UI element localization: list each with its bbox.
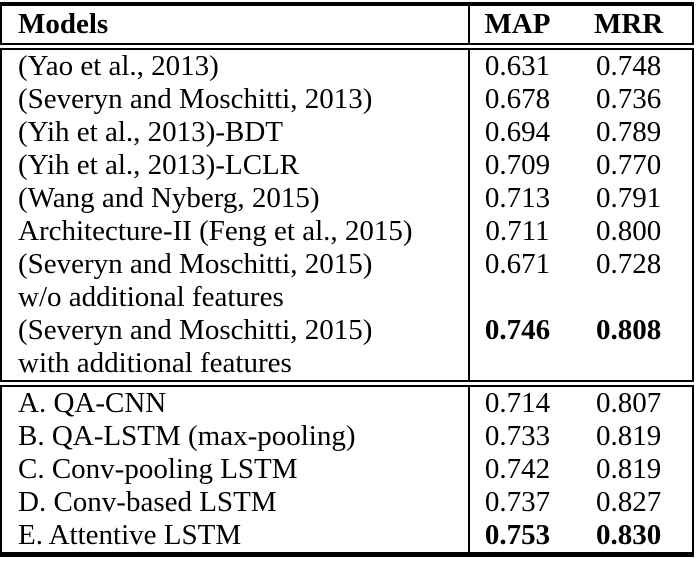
map-value-cell: 0.742 — [467, 453, 566, 486]
table-row: (Severyn and Moschitti, 2015) w/o additio… — [1, 248, 693, 314]
map-value-cell: 0.737 — [467, 486, 566, 519]
column-header-mrr: MRR — [565, 4, 693, 50]
table-row: (Severyn and Moschitti, 2015) with additi… — [1, 314, 693, 387]
model-name-line: (Yih et al., 2013)-BDT — [18, 116, 283, 148]
model-name-cell: E. Attentive LSTM — [1, 519, 469, 555]
proposed-models-section: A. QA-CNN 0.714 0.807 B. QA-LSTM (max-pooli… — [1, 383, 693, 555]
map-value-cell: 0.733 — [467, 420, 566, 453]
model-name-line: A. QA-CNN — [18, 387, 167, 419]
map-value-cell: 0.709 — [467, 149, 566, 182]
mrr-value-cell: 0.819 — [596, 453, 662, 485]
map-value-cell: 0.753 — [467, 519, 566, 555]
map-value-cell: 0.713 — [467, 182, 566, 215]
model-name-line: B. QA-LSTM (max-pooling) — [18, 420, 356, 452]
mrr-value-cell: 0.791 — [596, 182, 662, 214]
map-value-cell: 0.746 — [467, 314, 566, 387]
model-name-line: (Severyn and Moschitti, 2013) — [18, 83, 373, 115]
model-name-cell: (Yih et al., 2013)-BDT — [1, 116, 469, 149]
table-row: (Yao et al., 2013) 0.631 0.748 — [1, 46, 693, 84]
model-name-cell: Architecture-II (Feng et al., 2015) — [1, 215, 469, 248]
mrr-value-cell: 0.827 — [596, 486, 662, 518]
table-header: Models MAP MRR — [1, 4, 693, 50]
map-value-cell: 0.694 — [467, 116, 566, 149]
mrr-value-cell: 0.807 — [596, 387, 662, 419]
model-name-line: (Yao et al., 2013) — [18, 50, 219, 82]
table-row: (Severyn and Moschitti, 2013) 0.678 0.736 — [1, 83, 693, 116]
map-value-cell: 0.631 — [467, 46, 566, 83]
model-name-cell: (Wang and Nyberg, 2015) — [1, 182, 469, 215]
map-value-cell: 0.714 — [467, 383, 566, 420]
mrr-value-cell: 0.789 — [596, 116, 662, 148]
mrr-value-cell: 0.770 — [596, 149, 662, 181]
map-value-cell: 0.678 — [467, 83, 566, 116]
model-name-line: (Yih et al., 2013)-LCLR — [18, 149, 300, 181]
model-name-line: E. Attentive LSTM — [18, 519, 242, 551]
table-row: E. Attentive LSTM 0.753 0.830 — [1, 519, 693, 555]
model-name-cell: (Severyn and Moschitti, 2013) — [1, 83, 469, 116]
table-row: Architecture-II (Feng et al., 2015) 0.711… — [1, 215, 693, 248]
model-name-cell: C. Conv-pooling LSTM — [1, 453, 469, 486]
model-name-line: (Severyn and Moschitti, 2015) — [18, 314, 373, 346]
table-row: C. Conv-pooling LSTM 0.742 0.819 — [1, 453, 693, 486]
table-row: (Wang and Nyberg, 2015) 0.713 0.791 — [1, 182, 693, 215]
mrr-value-cell: 0.728 — [596, 248, 662, 280]
model-name-line: D. Conv-based LSTM — [18, 486, 277, 518]
table-row: (Yih et al., 2013)-LCLR 0.709 0.770 — [1, 149, 693, 182]
mrr-value-cell: 0.830 — [596, 519, 662, 551]
model-name-line: C. Conv-pooling LSTM — [18, 453, 298, 485]
table-row: A. QA-CNN 0.714 0.807 — [1, 383, 693, 421]
model-name-line: w/o additional features — [18, 281, 284, 313]
model-name-cell: (Yao et al., 2013) — [1, 47, 469, 84]
map-value-cell: 0.671 — [467, 248, 566, 314]
model-name-line: Architecture-II (Feng et al., 2015) — [18, 215, 413, 247]
model-name-line: (Wang and Nyberg, 2015) — [18, 182, 320, 214]
model-name-cell: B. QA-LSTM (max-pooling) — [1, 420, 469, 453]
model-name-cell: (Severyn and Moschitti, 2015) with additi… — [1, 314, 469, 387]
mrr-value-cell: 0.748 — [596, 50, 662, 82]
table-row: B. QA-LSTM (max-pooling) 0.733 0.819 — [1, 420, 693, 453]
mrr-value-cell: 0.800 — [596, 215, 662, 247]
header-row: Models MAP MRR — [1, 4, 693, 50]
table-row: D. Conv-based LSTM 0.737 0.827 — [1, 486, 693, 519]
map-value-cell: 0.711 — [467, 215, 566, 248]
model-name-cell: (Severyn and Moschitti, 2015) w/o additio… — [1, 248, 469, 314]
mrr-value-cell: 0.736 — [596, 83, 662, 115]
baseline-models-section: (Yao et al., 2013) 0.631 0.748 (Severyn and… — [1, 46, 693, 387]
column-header-models: Models — [1, 4, 469, 50]
column-header-map: MAP — [467, 4, 566, 50]
model-name-cell: A. QA-CNN — [1, 384, 469, 421]
model-name-cell: (Yih et al., 2013)-LCLR — [1, 149, 469, 182]
model-name-line: with additional features — [18, 347, 292, 379]
model-name-cell: D. Conv-based LSTM — [1, 486, 469, 519]
mrr-value-cell: 0.808 — [565, 314, 693, 387]
model-name-line: (Severyn and Moschitti, 2015) — [18, 248, 373, 280]
table-row: (Yih et al., 2013)-BDT 0.694 0.789 — [1, 116, 693, 149]
mrr-value-cell: 0.819 — [596, 420, 662, 452]
